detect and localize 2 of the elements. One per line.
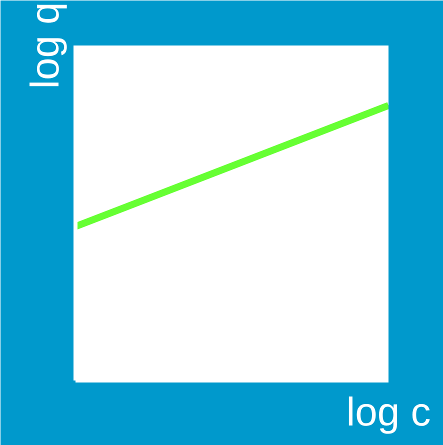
x-axis-title: log c — [346, 390, 431, 434]
y-axis-title: log q — [24, 2, 68, 89]
